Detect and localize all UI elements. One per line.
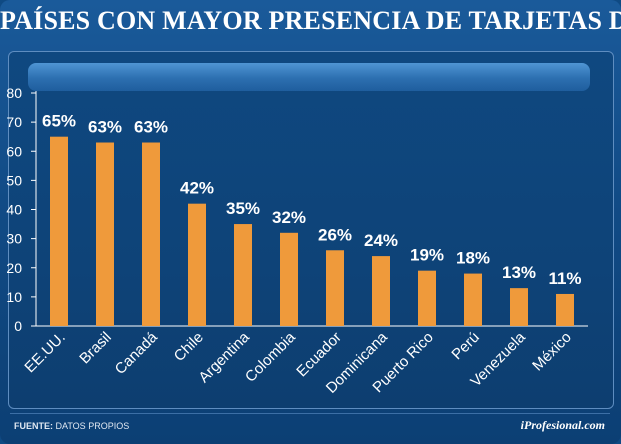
bar (510, 288, 528, 326)
footer-divider (10, 413, 610, 414)
y-tick-label: 30 (6, 231, 22, 247)
bar (188, 203, 206, 326)
data-label: 32% (272, 208, 306, 227)
bar (280, 232, 298, 326)
source-text: DATOS PROPIOS (55, 421, 130, 431)
bar (418, 270, 436, 326)
bars (50, 136, 574, 326)
bar (234, 224, 252, 326)
data-label: 18% (456, 249, 490, 268)
y-tick-label: 40 (6, 202, 22, 218)
category-label: Chile (171, 329, 207, 365)
data-label: 11% (548, 269, 581, 288)
category-label: México (529, 329, 575, 375)
y-tick-label: 80 (6, 85, 22, 101)
category-label: Canadá (112, 328, 162, 378)
category-label: Brasil (76, 329, 115, 368)
source-label: FUENTE: (14, 421, 53, 431)
data-label: 35% (226, 199, 260, 218)
bar (50, 136, 68, 326)
panel-header-bar (28, 63, 590, 91)
bar (96, 142, 114, 326)
data-label: 65% (42, 112, 76, 131)
data-label: 42% (180, 179, 214, 198)
category-label: Colombia (242, 328, 299, 385)
y-tick-label: 20 (6, 260, 22, 276)
data-labels: 65% 63% 63% 42% 35% 32% 26% 24% 19% 18% 13% 11% (42, 112, 582, 288)
bar (326, 250, 344, 326)
category-label: Perú (448, 329, 482, 363)
y-tick-label: 70 (6, 114, 22, 130)
bar (142, 142, 160, 326)
chart-title: PAÍSES CON MAYOR PRESENCIA DE TARJETAS D… (0, 6, 621, 35)
bar (372, 256, 390, 326)
data-label: 19% (410, 246, 444, 265)
data-label: 24% (364, 231, 398, 250)
y-tick-label: 0 (14, 318, 22, 334)
brand-logo: iProfesional.com (520, 418, 605, 432)
y-tick-label: 10 (6, 289, 22, 305)
y-tick-label: 60 (6, 143, 22, 159)
data-label: 26% (318, 225, 352, 244)
data-label: 13% (502, 263, 536, 282)
bar (556, 293, 574, 326)
y-axis: 0 10 20 30 40 50 60 70 80 (6, 85, 588, 334)
bar (464, 273, 482, 326)
data-label: 63% (88, 118, 122, 137)
source-note: FUENTE: DATOS PROPIOS (14, 421, 129, 431)
y-tick-label: 50 (6, 172, 22, 188)
data-label: 63% (134, 118, 168, 137)
category-label: EE.UU. (21, 329, 68, 376)
